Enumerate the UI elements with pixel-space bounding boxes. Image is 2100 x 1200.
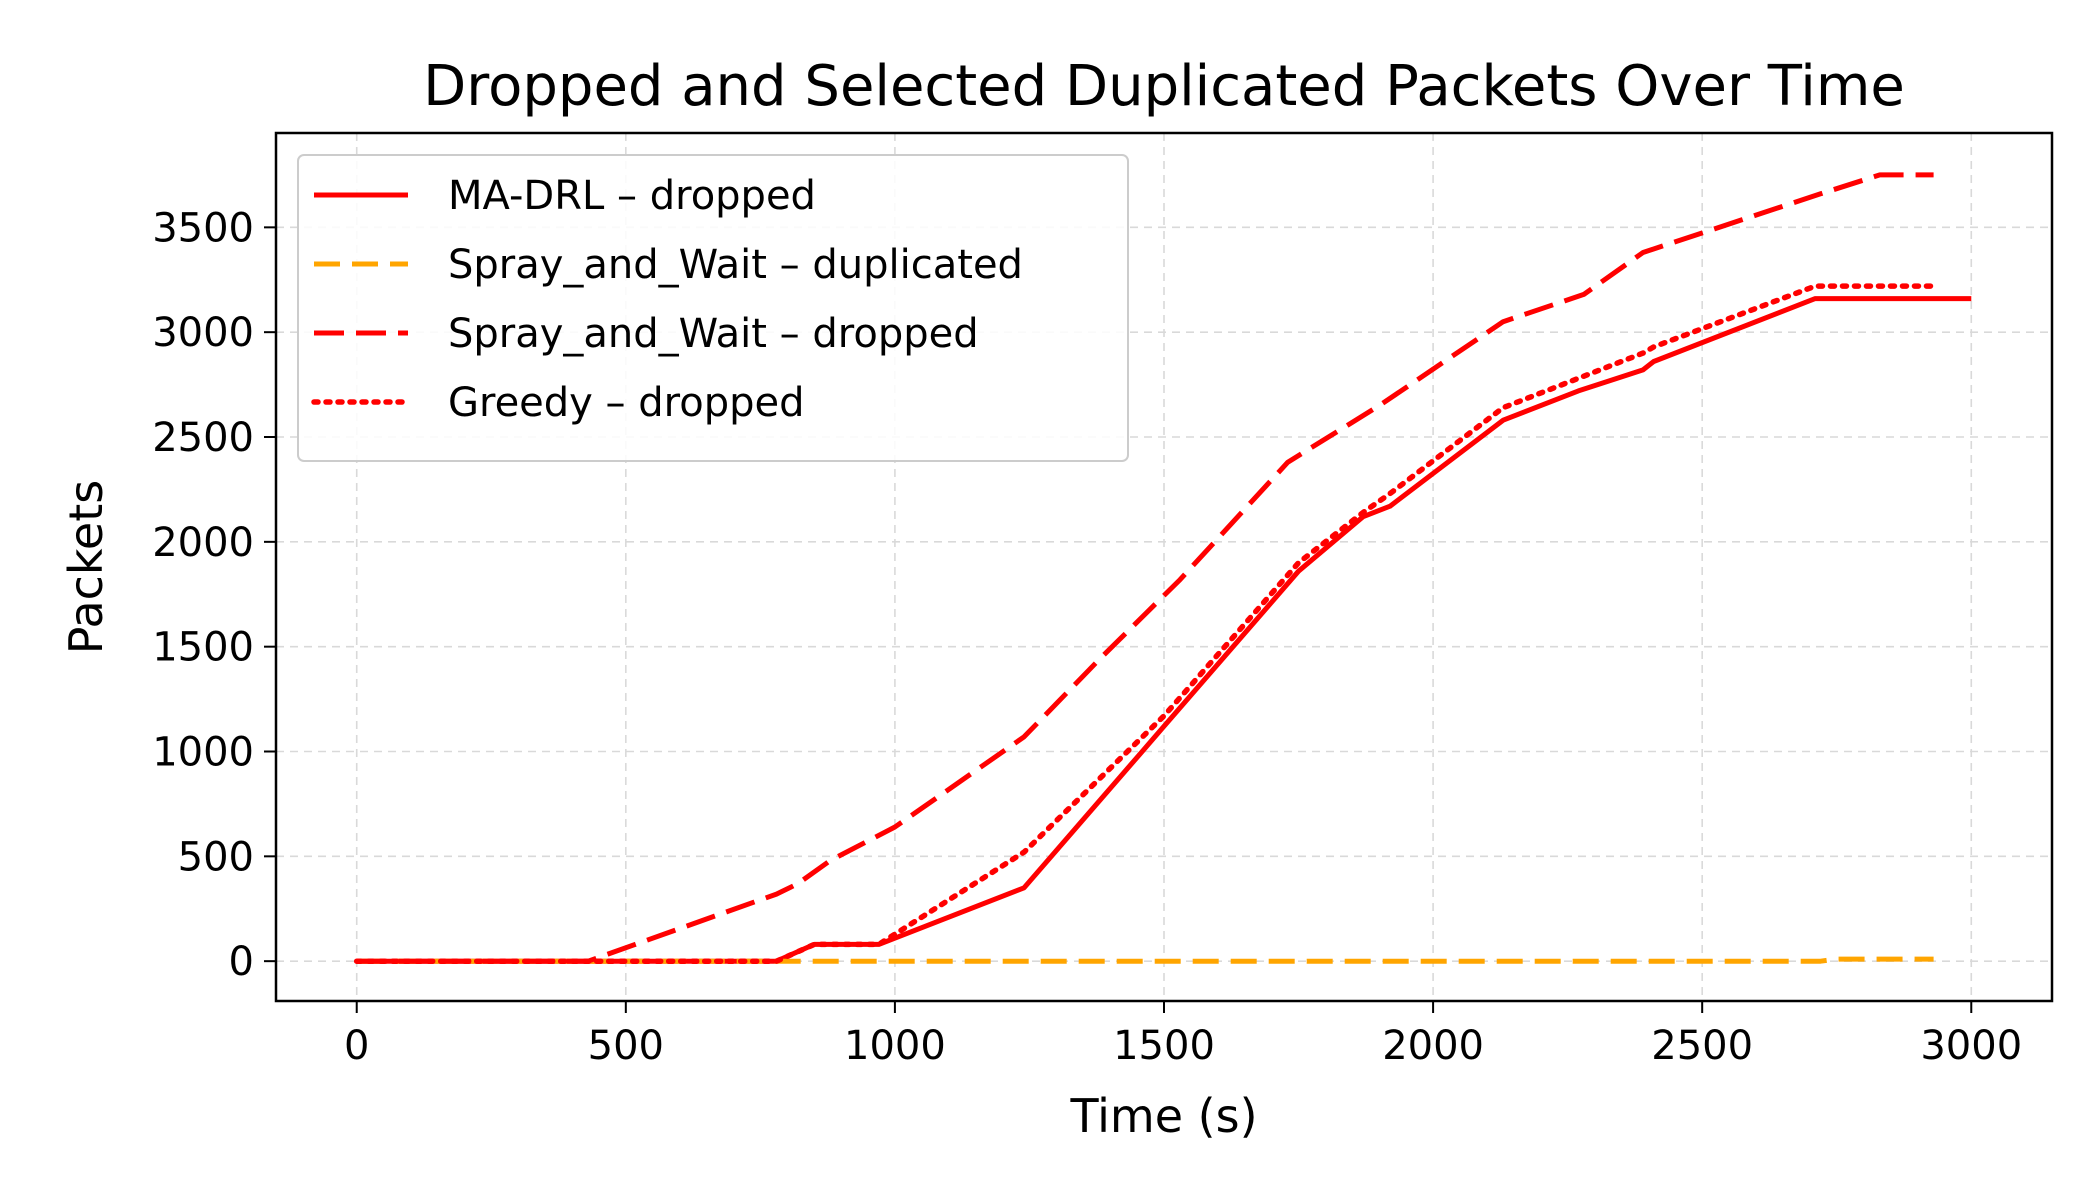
chart-title: Dropped and Selected Duplicated Packets … bbox=[423, 54, 1905, 119]
x-tick-label: 3000 bbox=[1920, 1023, 2022, 1069]
y-tick-label: 1500 bbox=[152, 625, 254, 671]
legend-label-1: MA-DRL – dropped bbox=[448, 173, 816, 219]
x-tick-label: 500 bbox=[588, 1023, 664, 1069]
x-tick-label: 1000 bbox=[844, 1023, 946, 1069]
legend-label-2: Spray_and_Wait – duplicated bbox=[448, 242, 1023, 288]
y-tick-label: 500 bbox=[178, 834, 254, 880]
plot-series bbox=[353, 172, 1972, 964]
y-tick-label: 2500 bbox=[152, 415, 254, 461]
legend-label-4: Greedy – dropped bbox=[448, 380, 804, 426]
y-tick-label: 3500 bbox=[152, 205, 254, 251]
x-tick-label: 1500 bbox=[1113, 1023, 1215, 1069]
y-tick-label: 0 bbox=[229, 939, 254, 985]
legend: MA-DRL – dropped Spray_and_Wait – duplica… bbox=[297, 154, 1129, 462]
legend-box bbox=[297, 154, 1129, 462]
y-tick-label: 3000 bbox=[152, 310, 254, 356]
series-line-3 bbox=[356, 172, 1934, 964]
series-line-4 bbox=[353, 283, 1937, 964]
series-line-2 bbox=[356, 956, 1934, 964]
x-axis-ticks: 0 500 1000 1500 2000 2500 3000 bbox=[344, 1001, 2022, 1069]
y-tick-label: 2000 bbox=[152, 520, 254, 566]
y-axis-ticks: 0 500 1000 1500 2000 2500 3000 3500 bbox=[152, 205, 276, 985]
x-axis-label: Time (s) bbox=[1069, 1089, 1257, 1143]
x-tick-label: 2000 bbox=[1382, 1023, 1484, 1069]
x-tick-label: 2500 bbox=[1651, 1023, 1753, 1069]
y-axis-label: Packets bbox=[59, 480, 113, 654]
y-tick-label: 1000 bbox=[152, 730, 254, 776]
x-tick-label: 0 bbox=[344, 1023, 369, 1069]
legend-label-3: Spray_and_Wait – dropped bbox=[448, 311, 979, 357]
